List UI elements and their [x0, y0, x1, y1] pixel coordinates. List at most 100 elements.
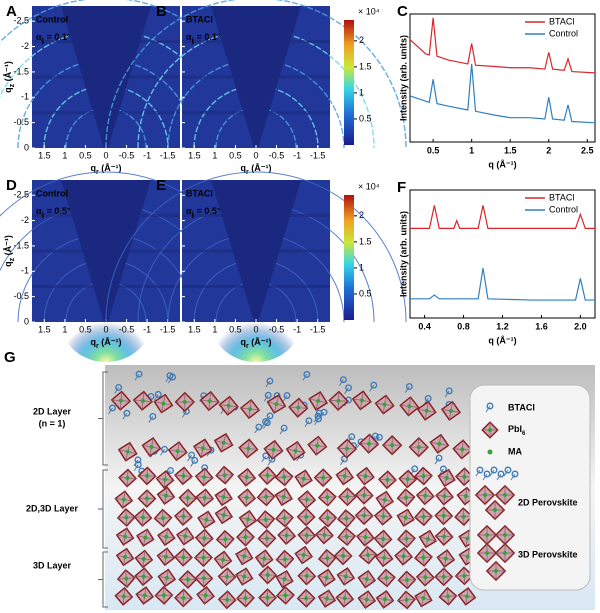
octahedron: [173, 507, 193, 526]
octahedron: [153, 393, 174, 414]
x-tick-label: 0.5: [427, 145, 440, 155]
btacl-stick: [263, 394, 269, 402]
ma-dot: [407, 404, 412, 409]
ma-dot: [200, 446, 205, 451]
btacl-stick: [489, 469, 495, 477]
octahedron: [263, 439, 284, 460]
octahedron: [235, 567, 254, 586]
octahedron: [239, 398, 261, 420]
octahedron: [194, 568, 214, 588]
octahedron: [199, 390, 220, 412]
btacl: [504, 466, 512, 474]
ma-dot: [344, 516, 349, 521]
ma-dot: [316, 398, 321, 403]
octahedron: [274, 467, 294, 487]
label-sub: r: [96, 343, 99, 350]
btacl: [435, 454, 443, 462]
label-unit: (Å⁻¹): [249, 337, 272, 347]
ma-dot: [421, 474, 426, 479]
octahedron: [476, 524, 498, 546]
ma-dot: [304, 596, 309, 601]
x-tick-label: 2.0: [574, 321, 587, 331]
octahedron: [416, 400, 437, 421]
ma-dot: [465, 536, 470, 541]
ma-dot: [363, 474, 368, 479]
ma-dot: [503, 533, 507, 537]
panel-letter: F: [397, 179, 406, 196]
octahedron: [394, 546, 414, 566]
btacl: [320, 408, 328, 416]
octahedron: [336, 509, 356, 528]
octahedron: [356, 527, 375, 547]
octahedron: [484, 499, 506, 521]
btacl-stick: [282, 395, 288, 402]
x-tick-label: 1: [62, 150, 67, 160]
btacl-stick: [434, 457, 440, 465]
btacl: [188, 451, 196, 459]
ma-dot: [403, 515, 408, 520]
btacl: [191, 456, 199, 464]
colorbar-tick-label: 1.5: [359, 61, 372, 71]
octahedron: [194, 528, 214, 548]
octahedron: [397, 570, 417, 590]
ma-dot: [225, 597, 230, 602]
btacl-stick: [265, 380, 271, 388]
label-sub: z: [9, 83, 16, 87]
octahedron: [314, 525, 334, 545]
x-tick-label: 1.5: [188, 150, 201, 160]
octahedron: [354, 506, 374, 526]
ma-dot: [202, 536, 207, 541]
octahedron: [214, 505, 234, 525]
ring: [215, 107, 297, 149]
line-series: [409, 63, 596, 124]
octahedron: [236, 588, 255, 608]
ma-dot: [163, 477, 168, 482]
octahedron: [375, 490, 395, 510]
octahedron: [396, 508, 415, 527]
x-tick-label: -1.5: [160, 150, 176, 160]
octahedron: [194, 467, 214, 487]
x-tick-label: 1: [212, 150, 217, 160]
btacl: [149, 412, 157, 420]
btacl: [303, 370, 311, 378]
btacl-stick: [302, 374, 308, 381]
octahedron: [358, 433, 380, 454]
octahedron: [115, 547, 135, 567]
octahedron: [313, 468, 333, 488]
octahedron: [134, 549, 154, 569]
x-tick-label: -0.5: [119, 150, 135, 160]
octahedron: [440, 400, 462, 421]
ma-dot: [181, 514, 186, 519]
ma-dot: [364, 597, 369, 602]
btacl-stick: [267, 458, 273, 466]
y-tick-label: -2.5: [13, 190, 29, 200]
ma-dot: [161, 401, 166, 406]
btacl-stick: [369, 384, 375, 392]
pbi: PbI: [508, 424, 522, 434]
legend-label: 3D Perovskite: [518, 549, 578, 559]
octahedron: [297, 490, 317, 510]
octahedron: [213, 432, 234, 453]
ma-dot: [463, 494, 468, 499]
octahedron: [418, 529, 438, 549]
ma-dot: [404, 495, 409, 500]
btacl-stick: [254, 426, 260, 434]
btacl: [134, 456, 142, 464]
ma-dot: [248, 407, 253, 412]
btacl-stick: [510, 473, 516, 481]
ma-dot: [390, 443, 395, 448]
octahedron: [173, 547, 193, 567]
octahedron: [215, 529, 235, 549]
ma-dot: [202, 495, 207, 500]
x-tick-label: -1: [293, 324, 301, 334]
octahedron: [335, 588, 355, 608]
ma-dot: [325, 556, 330, 561]
octahedron: [275, 569, 294, 589]
octahedron: [397, 590, 416, 610]
octahedron: [274, 487, 293, 507]
octahedron: [237, 467, 257, 487]
ma-dot: [442, 534, 447, 539]
octahedron: [376, 568, 396, 588]
octahedron: [374, 548, 394, 568]
octahedron: [115, 527, 135, 546]
